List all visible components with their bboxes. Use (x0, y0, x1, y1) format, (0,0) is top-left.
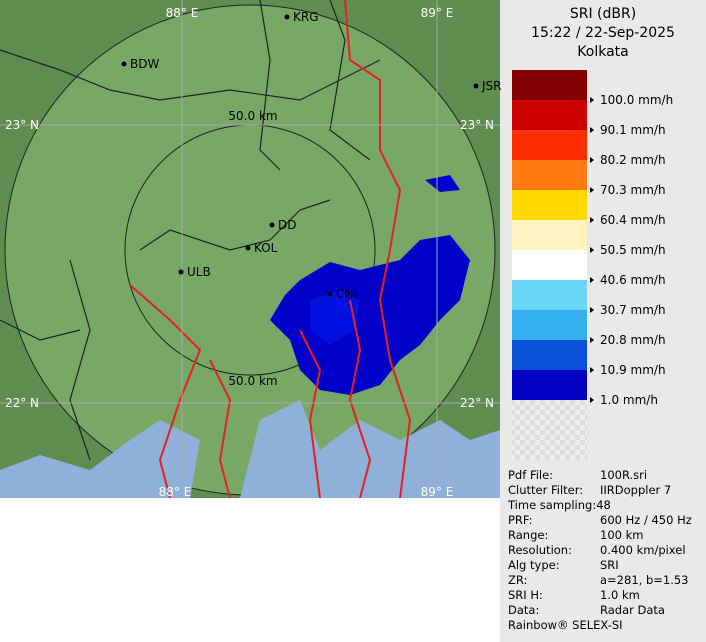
info-key: SRI H: (508, 588, 543, 602)
legend-label: 60.4 mm/h (600, 213, 666, 227)
legend-label: 1.0 mm/h (600, 393, 658, 407)
legend-swatch (512, 310, 587, 340)
city-label: JSR (481, 79, 502, 93)
city-label: KRG (293, 10, 319, 24)
legend-pointer (590, 337, 594, 343)
city-label: ULB (187, 265, 211, 279)
info-value: 100R.sri (600, 468, 647, 482)
grid-label: 23° N (5, 118, 39, 132)
info-key: PRF: (508, 513, 533, 527)
legend-pointer (590, 307, 594, 313)
header-text: SRI (dBR) (570, 6, 636, 22)
header-text: Kolkata (577, 44, 628, 60)
grid-label: 88° E (159, 485, 192, 499)
legend-pointer (590, 277, 594, 283)
legend-label: 40.6 mm/h (600, 273, 666, 287)
info-key: Alg type: (508, 558, 560, 572)
legend-pointer (590, 247, 594, 253)
legend-label: 90.1 mm/h (600, 123, 666, 137)
info-key: Resolution: (508, 543, 572, 557)
info-value: 0.400 km/pixel (600, 543, 686, 557)
city-dot (245, 245, 251, 251)
info-table: Pdf File: 100R.sri Clutter Filter: IIRDoppl… (507, 468, 692, 632)
legend-swatch (512, 250, 587, 280)
header-text: 15:22 / 22-Sep-2025 (531, 25, 675, 41)
legend-label: 10.9 mm/h (600, 363, 666, 377)
legend-pointer (590, 187, 594, 193)
legend-pointer (590, 367, 594, 373)
range-label: 50.0 km (228, 374, 277, 388)
city-dot (178, 269, 184, 275)
legend-label: 100.0 mm/h (600, 93, 673, 107)
grid-label: 88° E (166, 6, 199, 20)
city-label: CNI (336, 287, 357, 301)
info-key: ZR: (508, 573, 527, 587)
legend-swatch (512, 190, 587, 220)
legend-swatch (512, 340, 587, 370)
city-label: KOL (254, 241, 278, 255)
info-key: Pdf File: (508, 468, 553, 482)
legend-pointer (590, 397, 594, 403)
range-label: 50.0 km (228, 109, 277, 123)
grid-label: 89° E (421, 6, 454, 20)
labels: SRI (dBR) 15:22 / 22-Sep-2025 Kolkata 100.0… (5, 6, 692, 632)
legend-label: 70.3 mm/h (600, 183, 666, 197)
city-dot (269, 222, 275, 228)
legend-label: 50.5 mm/h (600, 243, 666, 257)
legend-swatch (512, 70, 587, 100)
info-value: SRI (600, 558, 619, 572)
city-label: BDW (130, 57, 159, 71)
grid-label: 22° N (460, 396, 494, 410)
legend-swatch (512, 220, 587, 250)
grid-label: 89° E (421, 485, 454, 499)
info-key: Data: (508, 603, 539, 617)
info-key: Time sampling:48 (507, 498, 611, 512)
legend-swatch (512, 370, 587, 400)
legend-transparent (512, 400, 587, 460)
footer: Rainbow® SELEX-SI (508, 618, 623, 632)
legend-pointer (590, 157, 594, 163)
legend-swatch (512, 160, 587, 190)
info-value: IIRDoppler 7 (600, 483, 671, 497)
legend-pointer (590, 217, 594, 223)
city-dot (284, 14, 290, 20)
info-value: a=281, b=1.53 (600, 573, 689, 587)
info-value: Radar Data (600, 603, 665, 617)
info-value: 100 km (600, 528, 643, 542)
legend-label: 20.8 mm/h (600, 333, 666, 347)
legend-swatch (512, 100, 587, 130)
city-dot (327, 291, 333, 297)
legend-label: 30.7 mm/h (600, 303, 666, 317)
grid-label: 22° N (5, 396, 39, 410)
legend-pointer (590, 127, 594, 133)
legend-label: 80.2 mm/h (600, 153, 666, 167)
grid-label: 23° N (460, 118, 494, 132)
info-value: 1.0 km (600, 588, 640, 602)
legend-swatch (512, 280, 587, 310)
legend-pointer (590, 97, 594, 103)
info-key: Range: (508, 528, 548, 542)
info-value: 600 Hz / 450 Hz (600, 513, 692, 527)
city-dot (121, 61, 127, 67)
city-label: DD (278, 218, 296, 232)
legend-swatch (512, 130, 587, 160)
city-dot (473, 83, 479, 89)
info-key: Clutter Filter: (508, 483, 583, 497)
